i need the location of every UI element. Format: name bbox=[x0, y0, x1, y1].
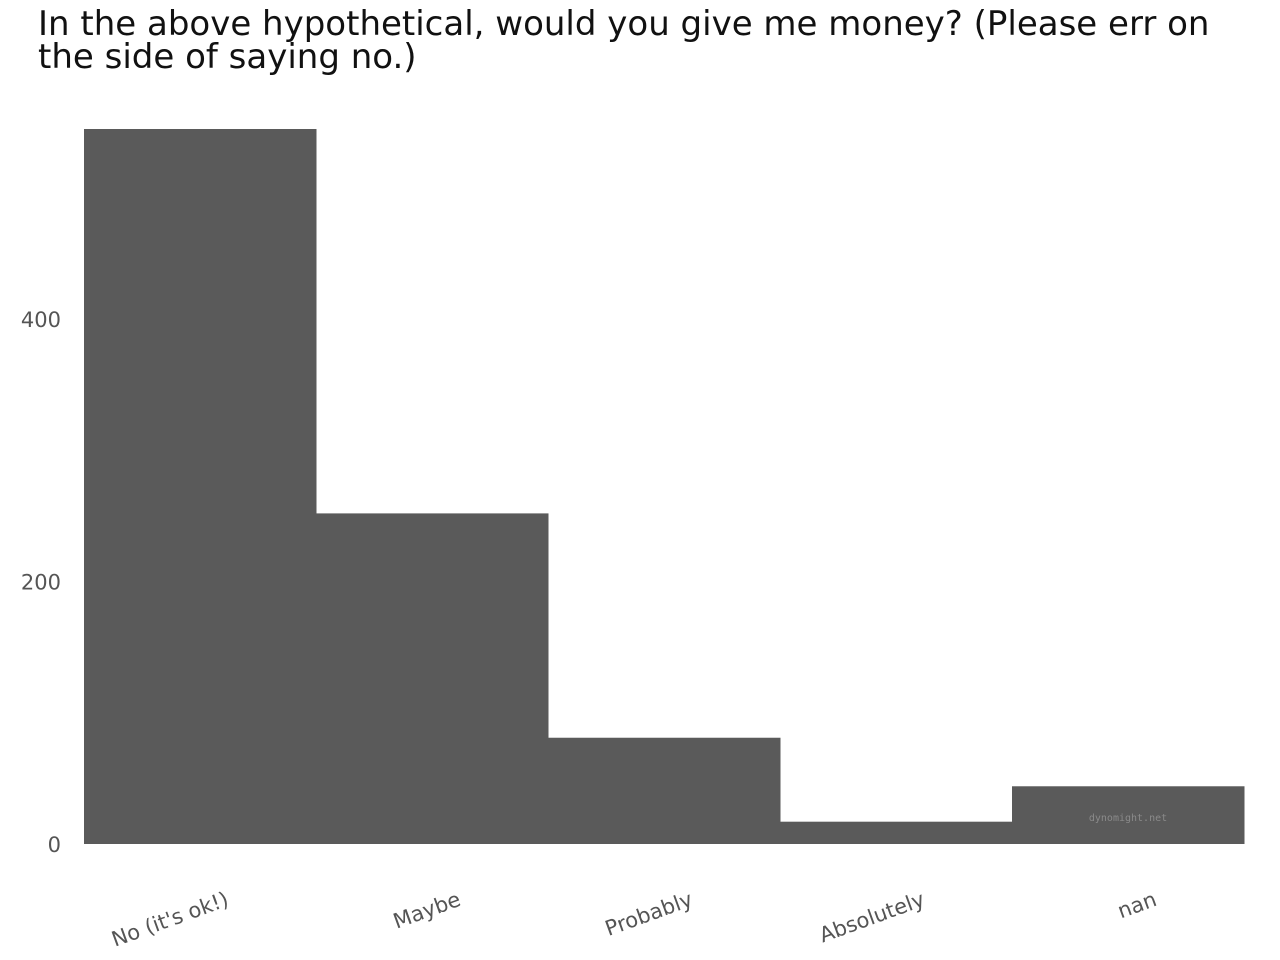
chart-title: In the above hypothetical, would you giv… bbox=[38, 4, 1210, 77]
y-axis-ticks: 0 200 400 bbox=[21, 308, 61, 857]
bar-3 bbox=[780, 821, 1013, 844]
bar-2 bbox=[548, 737, 781, 844]
x-tick-label: nan bbox=[1114, 887, 1159, 923]
watermark: dynomight.net bbox=[1089, 813, 1167, 824]
y-tick-label: 400 bbox=[21, 308, 61, 332]
y-tick-label: 200 bbox=[21, 571, 61, 595]
y-tick-label: 0 bbox=[48, 833, 61, 857]
bars-layer bbox=[84, 129, 1245, 844]
bar-1 bbox=[316, 513, 549, 844]
x-tick-label: Probably bbox=[602, 887, 696, 941]
x-tick-label: No (it's ok!) bbox=[108, 887, 231, 951]
x-axis-ticks: No (it's ok!) Maybe Probably Absolutely nan bbox=[108, 887, 1159, 951]
x-tick-label: Maybe bbox=[390, 887, 464, 933]
bar-4 bbox=[1012, 786, 1245, 844]
bar-0 bbox=[84, 129, 317, 844]
x-tick-label: Absolutely bbox=[816, 887, 928, 947]
